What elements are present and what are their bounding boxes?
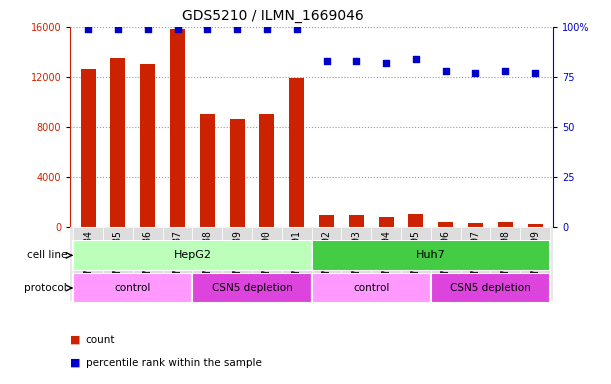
Text: GSM651285: GSM651285 [113, 230, 123, 283]
Bar [170, 30, 185, 227]
Text: count: count [86, 335, 115, 345]
Bar [141, 64, 155, 227]
Point [232, 26, 242, 32]
Text: Huh7: Huh7 [416, 250, 445, 260]
Bar [73, 227, 103, 301]
Text: GSM651288: GSM651288 [202, 230, 213, 283]
Point [321, 58, 331, 64]
Point [381, 60, 391, 66]
Bar [260, 114, 274, 227]
Point [470, 70, 480, 76]
Bar [468, 223, 483, 227]
Text: ■: ■ [70, 358, 84, 368]
Bar [498, 222, 513, 227]
Text: GSM651296: GSM651296 [441, 230, 451, 283]
Bar [401, 227, 431, 301]
Bar [133, 227, 163, 301]
Bar [289, 78, 304, 227]
Text: percentile rank within the sample: percentile rank within the sample [86, 358, 262, 368]
Bar [349, 215, 364, 227]
Text: HepG2: HepG2 [174, 250, 211, 260]
Bar [192, 227, 222, 301]
Text: GSM651297: GSM651297 [470, 230, 480, 283]
Text: GSM651294: GSM651294 [381, 230, 391, 283]
Point [83, 26, 93, 32]
Bar [408, 214, 423, 227]
Text: GSM651295: GSM651295 [411, 230, 421, 283]
Bar [431, 227, 461, 301]
Text: CSN5 depletion: CSN5 depletion [450, 283, 531, 293]
Bar [230, 119, 244, 227]
Bar [312, 240, 550, 271]
Bar [252, 227, 282, 301]
Text: protocol: protocol [24, 283, 67, 293]
Bar [371, 227, 401, 301]
Point [411, 56, 421, 62]
Point [351, 58, 361, 64]
Bar [103, 227, 133, 301]
Bar [431, 273, 550, 303]
Bar [319, 215, 334, 227]
Bar [461, 227, 491, 301]
Title: GDS5210 / ILMN_1669046: GDS5210 / ILMN_1669046 [182, 9, 364, 23]
Point [202, 26, 212, 32]
Point [173, 26, 183, 32]
Bar [163, 227, 192, 301]
Bar [222, 227, 252, 301]
Point [500, 68, 510, 74]
Bar [438, 222, 453, 227]
Bar [200, 114, 215, 227]
Text: GSM651293: GSM651293 [351, 230, 361, 283]
Text: GSM651290: GSM651290 [262, 230, 272, 283]
Bar [491, 227, 520, 301]
Point [530, 70, 540, 76]
Text: GSM651286: GSM651286 [143, 230, 153, 283]
Bar [379, 217, 393, 227]
Text: ■: ■ [70, 335, 84, 345]
Point [262, 26, 272, 32]
Text: GSM651292: GSM651292 [321, 230, 332, 283]
Text: control: control [353, 283, 389, 293]
Text: GSM651299: GSM651299 [530, 230, 540, 283]
Text: GSM651287: GSM651287 [172, 230, 183, 283]
Bar [111, 58, 125, 227]
Point [143, 26, 153, 32]
Text: GSM651289: GSM651289 [232, 230, 242, 283]
Point [113, 26, 123, 32]
Bar [342, 227, 371, 301]
Point [441, 68, 450, 74]
Text: GSM651291: GSM651291 [291, 230, 302, 283]
Bar [192, 273, 312, 303]
Bar [73, 273, 192, 303]
Text: cell line: cell line [27, 250, 67, 260]
Bar [312, 227, 342, 301]
Bar [520, 227, 550, 301]
Bar [81, 70, 95, 227]
Bar [528, 224, 543, 227]
Bar [73, 240, 312, 271]
Text: CSN5 depletion: CSN5 depletion [211, 283, 293, 293]
Point [292, 26, 302, 32]
Text: GSM651284: GSM651284 [83, 230, 93, 283]
Text: GSM651298: GSM651298 [500, 230, 510, 283]
Bar [312, 273, 431, 303]
Bar [282, 227, 312, 301]
Text: control: control [115, 283, 151, 293]
